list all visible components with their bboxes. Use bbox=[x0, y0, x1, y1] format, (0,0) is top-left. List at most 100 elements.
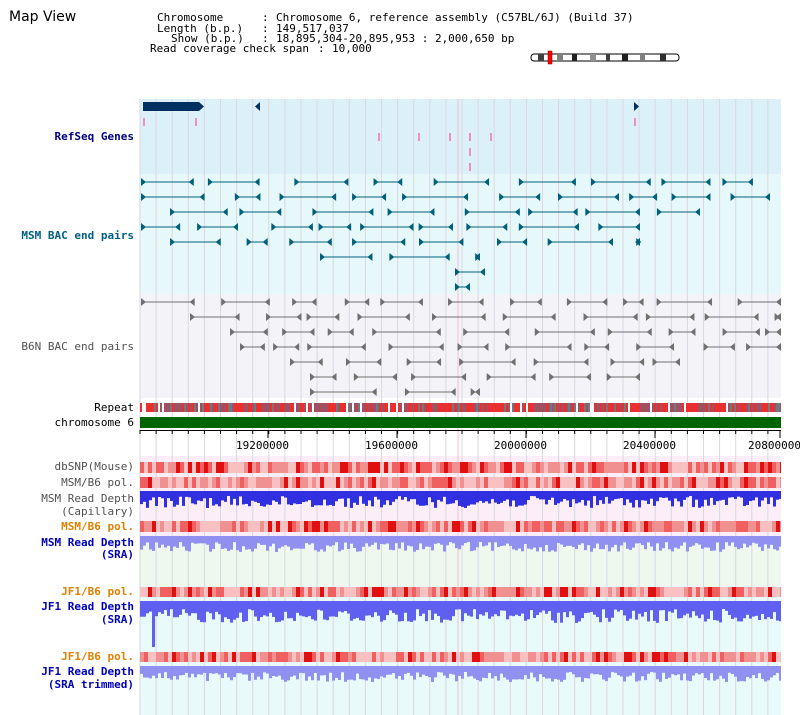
repeat-cell bbox=[448, 403, 450, 412]
polymorphism-cell bbox=[612, 521, 616, 532]
polymorphism-cell bbox=[516, 652, 520, 662]
depth-bar-capillary bbox=[197, 491, 200, 501]
repeat-cell bbox=[144, 403, 146, 412]
depth-bar-msm-sra bbox=[230, 536, 233, 550]
jf1-read-depth-sra-sub: (SRA) bbox=[100, 613, 134, 626]
depth-bar-jf1-trimmed bbox=[692, 666, 695, 676]
depth-bar-msm-sra bbox=[359, 536, 362, 552]
b6n-pair-end bbox=[536, 298, 542, 306]
polymorphism-cell bbox=[712, 587, 716, 597]
depth-bar-msm-sra bbox=[581, 536, 584, 544]
polymorphism-cell bbox=[444, 462, 448, 473]
polymorphism-cell bbox=[472, 521, 476, 532]
polymorphism-cell bbox=[512, 652, 516, 662]
polymorphism-cell bbox=[268, 652, 272, 662]
depth-bar-capillary bbox=[275, 491, 278, 502]
polymorphism-cell bbox=[276, 477, 280, 488]
depth-bar-capillary bbox=[722, 491, 725, 500]
polymorphism-cell bbox=[488, 652, 492, 662]
b6n-pair-end bbox=[470, 388, 476, 396]
repeat-cell bbox=[224, 403, 226, 412]
polymorphism-cell bbox=[316, 587, 320, 597]
repeat-cell bbox=[500, 403, 502, 412]
polymorphism-cell bbox=[760, 521, 764, 532]
depth-bar-capillary bbox=[407, 491, 410, 502]
repeat-cell bbox=[428, 403, 430, 412]
repeat-cell bbox=[382, 403, 384, 412]
polymorphism-cell bbox=[316, 462, 320, 473]
msm-pair-end bbox=[518, 178, 524, 186]
polymorphism-cell bbox=[360, 652, 364, 662]
polymorphism-cell bbox=[664, 462, 668, 473]
polymorphism-cell bbox=[736, 477, 740, 488]
polymorphism-cell bbox=[760, 477, 764, 488]
repeat-cell bbox=[696, 403, 698, 412]
depth-bar-jf1-sra bbox=[455, 601, 458, 610]
polymorphism-cell bbox=[168, 652, 172, 662]
msm-pair-end bbox=[705, 178, 711, 186]
polymorphism-cell bbox=[588, 521, 592, 532]
depth-bar-jf1-sra bbox=[686, 601, 689, 614]
b6n-pair-end bbox=[438, 343, 444, 351]
msm-pair-end bbox=[331, 193, 337, 201]
depth-bar-jf1-sra bbox=[635, 601, 638, 620]
polymorphism-cell bbox=[772, 462, 776, 473]
depth-bar-jf1-trimmed bbox=[488, 666, 491, 673]
polymorphism-cell bbox=[488, 477, 492, 488]
depth-bar-jf1-trimmed bbox=[653, 666, 656, 673]
repeat-cell bbox=[254, 403, 256, 412]
depth-bar-capillary bbox=[203, 491, 206, 499]
msm-pair-end bbox=[661, 178, 667, 186]
polymorphism-cell bbox=[696, 521, 700, 532]
msm-pair-end bbox=[254, 178, 260, 186]
polymorphism-cell bbox=[284, 521, 288, 532]
polymorphism-cell bbox=[748, 477, 752, 488]
polymorphism-cell bbox=[392, 462, 396, 473]
depth-bar-capillary bbox=[710, 491, 713, 498]
depth-bar-capillary bbox=[416, 491, 419, 505]
polymorphism-cell bbox=[352, 521, 356, 532]
b6n-pair-end bbox=[602, 298, 608, 306]
repeat-cell bbox=[252, 403, 254, 412]
polymorphism-cell bbox=[244, 521, 248, 532]
depth-bar-jf1-sra bbox=[725, 601, 728, 611]
repeat-cell bbox=[578, 403, 580, 412]
polymorphism-cell bbox=[340, 587, 344, 597]
b6n-pair-end bbox=[638, 298, 644, 306]
depth-bar-msm-sra bbox=[182, 536, 185, 547]
depth-bar-jf1-trimmed bbox=[674, 666, 677, 676]
depth-bar-msm-sra bbox=[449, 536, 452, 543]
depth-bar-jf1-trimmed bbox=[344, 666, 347, 682]
depth-bar-jf1-sra bbox=[338, 601, 341, 612]
depth-bar-capillary bbox=[758, 491, 761, 507]
depth-bar-msm-sra bbox=[434, 536, 437, 544]
depth-bar-jf1-sra bbox=[254, 601, 257, 617]
depth-bar-msm-sra bbox=[152, 536, 155, 551]
depth-bar-jf1-sra bbox=[650, 601, 653, 611]
depth-bar-jf1-trimmed bbox=[602, 666, 605, 680]
depth-bar-jf1-trimmed bbox=[422, 666, 425, 675]
depth-bar-jf1-sra bbox=[245, 601, 248, 622]
polymorphism-cell bbox=[752, 477, 756, 488]
polymorphism-cell bbox=[480, 462, 484, 473]
b6n-pair-end bbox=[689, 313, 695, 321]
polymorphism-cell bbox=[328, 521, 332, 532]
polymorphism-cell bbox=[288, 477, 292, 488]
depth-bar-capillary bbox=[731, 491, 734, 498]
repeat-cell bbox=[380, 403, 382, 412]
polymorphism-cell bbox=[296, 652, 300, 662]
depth-bar-capillary bbox=[653, 491, 656, 506]
depth-bar-jf1-sra bbox=[737, 601, 740, 622]
depth-bar-msm-sra bbox=[197, 536, 200, 544]
depth-bar-jf1-sra bbox=[668, 601, 671, 612]
polymorphism-cell bbox=[640, 652, 644, 662]
repeat-cell bbox=[606, 403, 608, 412]
polymorphism-cell bbox=[344, 587, 348, 597]
polymorphism-cell bbox=[180, 521, 184, 532]
polymorphism-cell bbox=[296, 462, 300, 473]
polymorphism-cell bbox=[308, 587, 312, 597]
polymorphism-cell bbox=[392, 521, 396, 532]
depth-bar-jf1-trimmed bbox=[281, 666, 284, 680]
polymorphism-cell bbox=[196, 462, 200, 473]
depth-bar-jf1-sra bbox=[596, 601, 599, 618]
